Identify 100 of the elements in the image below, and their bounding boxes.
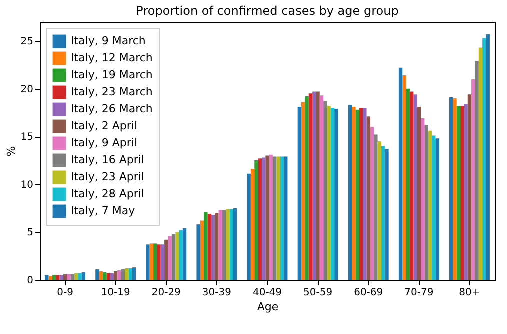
legend-label: Italy, 23 April [71, 170, 144, 184]
bar [114, 271, 118, 280]
bar [406, 88, 410, 280]
x-tick-label: 10-19 [101, 288, 130, 298]
bar [254, 160, 258, 280]
x-tick-label: 50-59 [304, 288, 333, 298]
bar [200, 220, 204, 280]
legend-label: Italy, 16 April [71, 154, 144, 166]
x-tick-label: 20-29 [152, 288, 181, 298]
bar [464, 104, 468, 280]
bar [456, 106, 461, 280]
bar [428, 130, 432, 280]
bar [327, 106, 331, 280]
bar [352, 107, 356, 280]
bar [56, 275, 60, 280]
bar [370, 127, 374, 280]
bar [70, 274, 74, 280]
bar [460, 106, 464, 280]
bar [478, 48, 483, 280]
bar [414, 94, 418, 280]
bar [398, 68, 403, 280]
bar [453, 98, 457, 280]
bar [366, 116, 370, 280]
bar [176, 232, 180, 280]
bar [125, 268, 129, 280]
bar [308, 94, 313, 280]
bar [363, 108, 367, 280]
bar [164, 240, 168, 280]
bar [218, 210, 222, 280]
legend-label: Italy, 23 March [71, 86, 153, 98]
bar [146, 244, 150, 280]
legend-label: Italy, 19 March [71, 68, 153, 82]
bar [381, 146, 386, 280]
bar [128, 268, 132, 280]
bar [63, 274, 68, 280]
bar [402, 76, 406, 280]
bar [154, 244, 158, 280]
x-axis-title: Age [257, 300, 279, 314]
y-tick-label: 15 [20, 132, 34, 144]
x-tick-label: 80+ [459, 288, 480, 298]
bar [182, 228, 187, 280]
bar [320, 96, 324, 280]
bar [450, 97, 454, 280]
bar [196, 224, 200, 280]
bar [262, 158, 266, 280]
bar [356, 110, 360, 280]
y-tick-label: 5 [27, 228, 34, 239]
bar [102, 272, 107, 280]
bar [96, 269, 100, 280]
y-tick-label: 25 [20, 36, 34, 48]
bar [316, 92, 320, 280]
x-tick-label: 0-9 [57, 288, 74, 298]
bar [417, 107, 422, 280]
bar [99, 271, 103, 280]
bar [312, 92, 316, 280]
bar [359, 108, 364, 280]
bar [348, 105, 352, 280]
x-tick-label: 40-49 [252, 288, 282, 298]
bar [334, 108, 338, 280]
y-tick-label: 0 [27, 276, 34, 286]
bar [250, 169, 255, 280]
bar [208, 214, 212, 280]
bar [230, 209, 234, 280]
bar [60, 275, 64, 280]
bar [258, 158, 262, 280]
y-tick-label: 10 [20, 180, 34, 191]
bar [280, 156, 284, 280]
bar [276, 156, 280, 280]
bar [269, 154, 274, 280]
bar [160, 244, 165, 280]
bar [273, 156, 277, 280]
bar [222, 210, 226, 280]
bar [421, 118, 425, 280]
bar [78, 273, 82, 280]
bar [168, 236, 172, 280]
bar [157, 244, 161, 280]
x-tick-label: 60-69 [354, 288, 384, 298]
bar [106, 273, 110, 280]
x-tick-label: 70-79 [404, 288, 434, 298]
bar [432, 136, 436, 280]
bar [378, 141, 382, 280]
bar [324, 101, 328, 280]
bar [215, 213, 219, 280]
legend-label: Italy, 7 May [71, 204, 136, 218]
bar [482, 38, 486, 280]
bar [48, 276, 52, 280]
bar [284, 156, 288, 280]
bar [385, 149, 389, 280]
bar [226, 209, 230, 280]
bar [74, 273, 78, 280]
bar [67, 274, 71, 280]
bar [436, 138, 440, 280]
bar [410, 92, 414, 280]
chart-title: Proportion of confirmed cases by age group [136, 4, 399, 18]
bar [179, 230, 183, 280]
legend-label: Italy, 9 April [71, 136, 138, 150]
y-tick-label: 20 [20, 84, 34, 96]
bar [468, 94, 472, 280]
bar [472, 79, 476, 280]
bar [211, 215, 216, 280]
